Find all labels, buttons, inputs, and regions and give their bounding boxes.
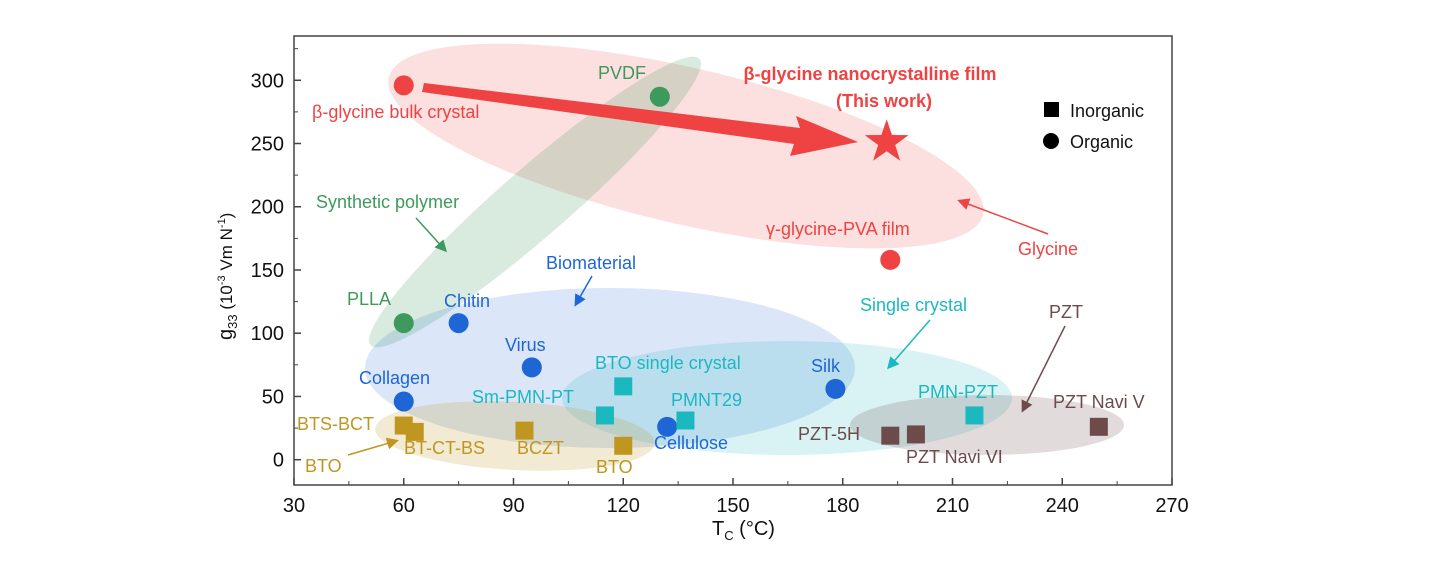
point-bt-ct-bs [405,422,424,441]
y-tick-label: 200 [251,197,284,219]
x-tick-label: 120 [607,495,640,517]
legend: Inorganic Organic [1043,101,1144,152]
label-pzt-navi-vi: PZT Navi VI [906,447,1003,467]
point-pzt-5h [881,426,900,445]
label-pzt-navi-v: PZT Navi V [1053,392,1145,412]
single-crystal-arrow [887,319,931,370]
point-bto [614,436,633,455]
label-chitin: Chitin [444,291,490,311]
label-this-work-1: β-glycine nanocrystalline film [743,64,996,84]
label-pzt-5h: PZT-5H [798,424,860,444]
glycine-region [388,43,984,249]
label-virus: Virus [505,335,546,355]
synthetic-arrow [415,217,448,253]
point-bczt [515,421,534,440]
label-sm-pmn-pt: Sm-PMN-PT [472,387,574,407]
y-tick-label: 300 [251,70,284,92]
y-tick-label: 0 [273,450,284,472]
label-bts-bct: BTS-BCT [297,414,374,434]
synthetic-polymer-region [368,56,702,348]
point--glycine-nanocrystalline-film [864,119,909,161]
label-pmn-pzt: PMN-PZT [918,382,998,402]
point-virus [521,357,542,378]
biomaterial-arrow [574,275,593,307]
point-pvdf [649,86,670,107]
y-tick-label: 100 [251,323,284,345]
pzt-arrow [1021,325,1066,413]
point-pzt-navi-vi [906,425,925,444]
point-pzt-navi-v [1089,417,1108,436]
improvement-arrow [422,83,858,156]
x-axis-title: TC (°C) [712,518,775,543]
bto-arrow [347,437,399,456]
y-tick-label: 150 [251,260,284,282]
point-sm-pmn-pt [595,406,614,425]
glycine-arrow [957,198,1049,235]
y-tick-label: 250 [251,134,284,156]
ceramic-region [375,401,655,471]
label-bto-left: BTO [305,456,342,476]
label-bto-single: BTO single crystal [595,353,741,373]
point-collagen [393,391,414,412]
point-plla [393,313,414,334]
point-pmnt29 [676,411,695,430]
label-bulk-crystal: β-glycine bulk crystal [312,102,479,122]
point--glycine-bulk-crystal [393,75,414,96]
label-glycine: Glycine [1018,239,1078,259]
x-tick-label: 210 [936,495,969,517]
point-chitin [448,313,469,334]
label-silk: Silk [811,356,841,376]
x-tick-label: 270 [1155,495,1188,517]
label-single-crystal: Single crystal [860,295,967,315]
point-bto-single-crystal [614,377,633,396]
label-plla: PLLA [347,289,391,309]
label-bczt: BCZT [517,438,564,458]
label-pzt: PZT [1049,302,1083,322]
point-pmn-pzt [965,406,984,425]
y-axis-title: g33 (10-3 Vm N-1) [215,213,240,340]
point-cellulose [657,416,678,437]
legend-circle-marker [1043,133,1059,149]
label-synthetic: Synthetic polymer [316,192,459,212]
biomaterial-region [365,288,855,448]
x-tick-label: 240 [1046,495,1079,517]
label-biomaterial: Biomaterial [546,253,636,273]
x-tick-label: 180 [826,495,859,517]
y-tick-label: 50 [262,386,284,408]
label-pvdf: PVDF [598,63,646,83]
label-bto: BTO [596,457,633,477]
label-pmnt29: PMNT29 [671,390,742,410]
legend-organic: Organic [1070,132,1133,152]
label-collagen: Collagen [359,368,430,388]
label-cellulose: Cellulose [654,433,728,453]
legend-square-marker [1044,102,1059,117]
point-silk [825,378,846,399]
x-tick-label: 60 [393,495,415,517]
x-tick-label: 150 [716,495,749,517]
label-pva-film: γ-glycine-PVA film [766,219,910,239]
point--glycine-pva-film [880,249,901,270]
label-bt-ct-bs: BT-CT-BS [404,438,485,458]
legend-inorganic: Inorganic [1070,101,1144,121]
label-this-work-2: (This work) [836,91,932,111]
x-tick-label: 30 [283,495,305,517]
x-tick-label: 90 [502,495,524,517]
